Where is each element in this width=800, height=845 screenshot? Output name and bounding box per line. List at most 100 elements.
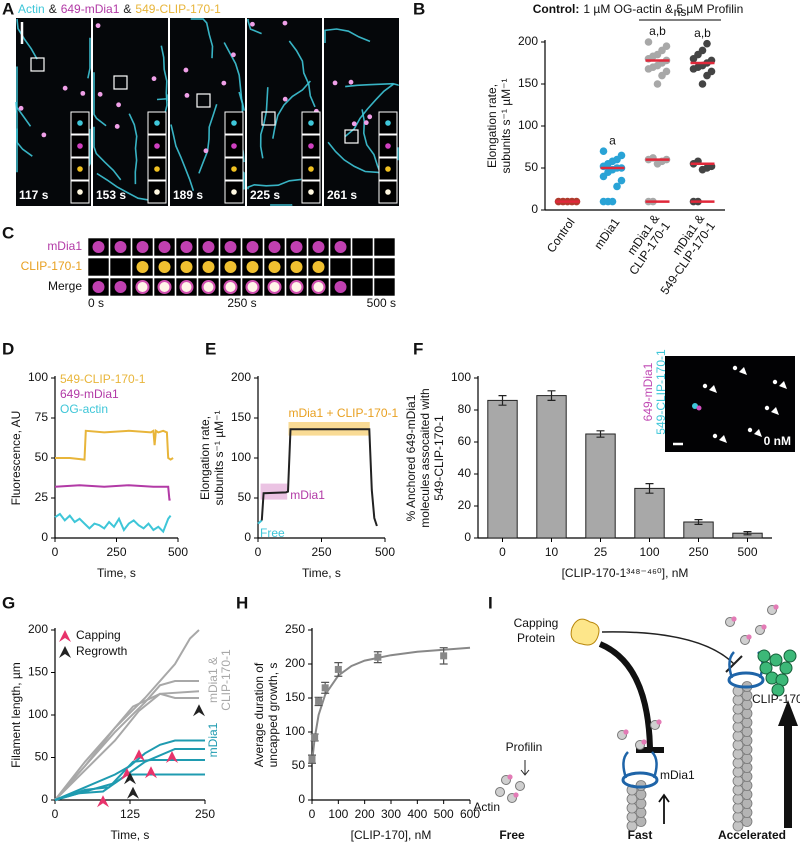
roi-box	[196, 93, 211, 108]
x-tick-label: 250	[195, 807, 215, 821]
x-tick-label: 0	[52, 807, 59, 821]
diagram-label: Profilin	[506, 740, 543, 754]
data-point	[308, 755, 316, 763]
spot	[702, 383, 708, 389]
x-tick-label: 500	[375, 545, 395, 559]
diagram-label: Actin	[473, 800, 500, 814]
data-point	[707, 67, 716, 76]
legend-label: Regrowth	[76, 644, 127, 658]
mdia1-spot	[367, 114, 373, 120]
mdia1-spot	[183, 67, 189, 73]
diagram-shape	[732, 793, 744, 805]
pointer	[719, 435, 727, 443]
spot	[245, 280, 260, 294]
spot	[246, 241, 259, 253]
y-tick-label: 100	[285, 724, 305, 738]
actin-filament	[16, 128, 33, 157]
data-point	[315, 697, 323, 705]
diagram-shape	[626, 793, 638, 805]
diagram-shape	[635, 807, 647, 818]
spot	[92, 241, 105, 253]
spot	[179, 280, 194, 294]
actin-filament	[170, 124, 195, 191]
y-tick-label: 100	[518, 118, 538, 132]
diagram-shape	[507, 774, 513, 780]
spot	[202, 261, 215, 273]
y-tick-label: 50	[238, 490, 252, 504]
y-axis-label: 549-CLIP-170-1	[432, 415, 446, 501]
actin-filament	[247, 19, 262, 35]
series-line	[260, 428, 378, 527]
diagram-shape	[732, 802, 744, 814]
panel-letter: D	[2, 339, 14, 358]
y-axis-label: uncapped growth, s	[266, 663, 280, 768]
diagram-shape	[773, 604, 779, 610]
x-tick-label: 400	[407, 807, 427, 821]
diagram-shape	[771, 683, 785, 697]
legend-label: 549-CLIP-170-1	[60, 372, 146, 386]
inset-spot	[385, 189, 391, 195]
spot	[268, 241, 281, 253]
x-tick-label: 500	[168, 545, 188, 559]
spot	[312, 241, 325, 253]
y-tick-label: 150	[285, 690, 305, 704]
data-point	[599, 147, 608, 155]
y-tick-label: 0	[41, 792, 48, 806]
significance-label: a	[609, 133, 616, 147]
spot	[136, 241, 149, 253]
title-bold: Control:	[533, 2, 580, 16]
row-label: CLIP-170-1	[21, 259, 83, 273]
inset-spot	[154, 143, 160, 149]
bar	[634, 487, 665, 539]
y-tick-label: 75	[35, 410, 49, 424]
series-line	[54, 484, 171, 501]
actin-filament	[16, 66, 32, 127]
spot	[764, 405, 770, 411]
y-tick-label: 0	[464, 530, 471, 544]
event-arrow	[97, 795, 109, 808]
data-point	[608, 197, 617, 206]
legend-text: 649-mDia1	[61, 2, 120, 16]
diagram-label: Free	[499, 828, 525, 842]
spot	[692, 403, 698, 409]
actin-filament	[345, 82, 399, 88]
actin-filament	[324, 28, 371, 43]
diagram-shape	[746, 634, 752, 640]
y-axis-label: Elongation rate,	[198, 416, 212, 500]
data-point	[440, 652, 448, 660]
x-axis-label: [CLIP-170], nM	[351, 828, 432, 842]
mdia1-spot	[18, 105, 24, 111]
y-axis-label: Elongation rate,	[485, 84, 499, 168]
y-tick-label: 50	[35, 750, 49, 764]
spot	[334, 241, 347, 253]
spot	[696, 405, 702, 411]
significance-label: a,b	[694, 26, 711, 40]
x-tick-label: mDia1	[591, 215, 623, 252]
diagram-shape	[769, 653, 783, 667]
y-tick-label: 100	[231, 450, 251, 464]
pointer	[739, 367, 747, 375]
diagram-shape	[513, 792, 519, 798]
y-tick-label: 50	[292, 758, 306, 772]
y-tick-label: 100	[28, 707, 48, 721]
pointer	[709, 385, 717, 393]
mdia1-spot	[250, 21, 255, 27]
inset-spot	[77, 120, 83, 126]
diagram-shape	[635, 798, 647, 809]
series-line	[54, 692, 199, 801]
spot	[290, 241, 303, 253]
diagram-shape	[741, 816, 753, 827]
x-axis-label: Time, s	[111, 828, 150, 842]
kymo-frame	[373, 277, 396, 297]
row-label: mDia1	[47, 239, 82, 253]
diagram-shape	[732, 712, 744, 724]
diagram-shape	[741, 789, 753, 800]
spot	[246, 261, 259, 273]
diagram-label: Capping	[514, 616, 559, 630]
roi-box	[344, 129, 359, 144]
error-bar	[743, 531, 752, 536]
x-tick-label: 100	[639, 545, 659, 559]
spot	[268, 261, 281, 273]
data-point	[644, 38, 653, 46]
x-axis-label: [CLIP-170-1³⁴⁸⁻⁴⁶⁰], nM	[562, 566, 689, 580]
